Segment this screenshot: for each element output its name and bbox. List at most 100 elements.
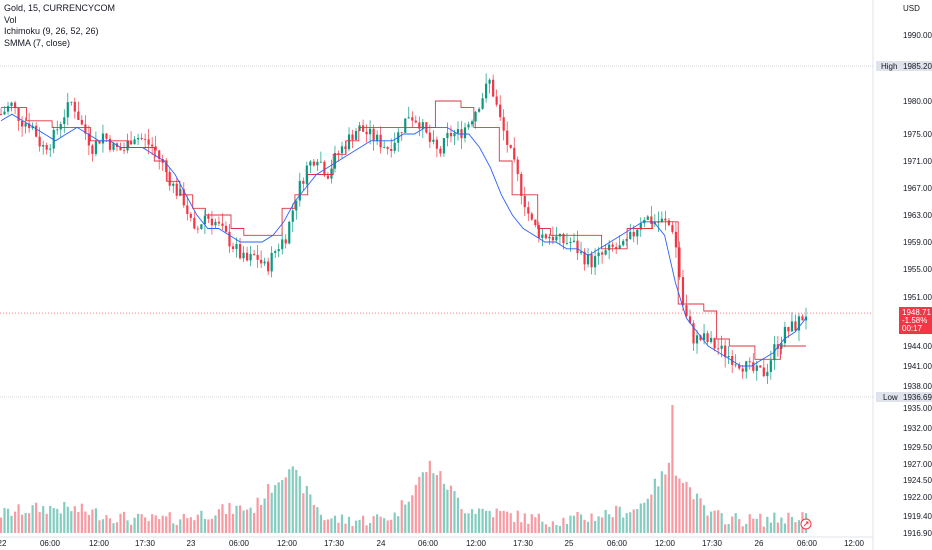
legend-symbol[interactable]: Gold, 15, CURRENCYCOM (4, 3, 116, 13)
candle-body (572, 240, 576, 242)
volume-bar (425, 472, 428, 533)
volume-bar (755, 518, 758, 533)
candle-body (203, 215, 206, 225)
candle-body (727, 355, 730, 358)
volume-bar (63, 501, 66, 533)
volume-bar (165, 516, 168, 533)
time-axis[interactable]: 22 06:00 12:00 17:30 23 06:00 12:00 17:30 24 06:0… (0, 539, 865, 548)
candle-body (485, 83, 488, 99)
candle-body (217, 221, 221, 224)
candle-body (284, 239, 287, 244)
x-tick-label: 17:30 (513, 539, 534, 548)
candle-body (147, 139, 150, 145)
candle-body (456, 129, 460, 134)
candle-body (70, 101, 73, 103)
volume-bar (678, 478, 681, 533)
candle-body (569, 241, 572, 244)
low-tag-value: 1936.69 (903, 393, 932, 402)
volume-bar (319, 514, 322, 533)
candle-body (91, 145, 94, 154)
legend-volume[interactable]: Vol (4, 14, 17, 25)
candle-body (158, 150, 161, 159)
candle-body (639, 223, 642, 230)
candle-body (105, 133, 108, 139)
y-tick-label: 1955.00 (903, 265, 932, 274)
candle-body (214, 221, 217, 226)
candle-body (267, 261, 270, 272)
candle-body (101, 133, 105, 144)
volume-bar (168, 512, 171, 533)
volume-bar (6, 508, 10, 533)
candle-body (442, 138, 446, 154)
volume-bar (274, 485, 277, 533)
price-axis[interactable]: 1990.00 1980.00 1975.00 1971.00 1967.00 1963.… (903, 4, 932, 538)
candle-body (499, 104, 502, 118)
candle-body (80, 119, 83, 125)
volume-bar (56, 508, 59, 533)
candle-body (411, 117, 414, 121)
reset-scale-button[interactable] (800, 518, 812, 530)
candle-body (10, 102, 13, 107)
volume-bar (625, 513, 628, 533)
y-tick-label: 1963.00 (903, 211, 932, 220)
x-tick-label: 17:30 (702, 539, 723, 548)
y-tick-label: 1924.50 (903, 476, 932, 485)
volume-bar (418, 476, 421, 533)
candle-body (298, 180, 301, 201)
legend-ichimoku[interactable]: Ichimoku (9, 26, 52, 26) (4, 26, 99, 36)
volume-bar (664, 474, 667, 533)
candle-body (358, 125, 361, 131)
volume-bar (144, 517, 147, 533)
candle-body (516, 159, 519, 175)
volume-bar (456, 497, 460, 533)
candle-body (274, 251, 277, 253)
candle-body (541, 234, 544, 238)
y-tick-label: 1922.00 (903, 493, 932, 502)
volume-bar (17, 504, 20, 533)
candle-body (593, 256, 597, 268)
candle-body (769, 360, 772, 372)
y-tick-label: 1919.40 (903, 512, 932, 521)
candle-body (390, 148, 393, 151)
volume-bar (267, 484, 270, 533)
volume-bar (790, 517, 794, 533)
volume-bar (446, 489, 449, 533)
candle-body (133, 139, 136, 145)
candle-body (520, 174, 523, 196)
candle-body (263, 261, 266, 264)
candle-body (98, 140, 101, 144)
candle-body (172, 183, 175, 186)
candle-body (537, 225, 540, 238)
volume-bar (376, 514, 379, 533)
volume-bar (537, 513, 540, 533)
volume-bar (572, 515, 576, 533)
volume-bar (709, 511, 713, 533)
candle-body (260, 259, 263, 264)
candle-body (414, 120, 417, 123)
x-tick-label: 12:00 (655, 539, 676, 548)
volume-bar (565, 523, 569, 533)
volume-bar (351, 526, 354, 533)
volume-bar (291, 466, 294, 533)
volume-bar (706, 515, 709, 533)
volume-bar (59, 513, 62, 533)
candle-body (361, 125, 365, 132)
volume-bar (386, 520, 389, 533)
candle-body (305, 165, 308, 184)
volume-bar (379, 516, 382, 533)
volume-bar (31, 505, 34, 533)
candle-body (112, 143, 115, 150)
last-price-tag (899, 307, 932, 335)
volume-bar (52, 508, 55, 533)
volume-bar (470, 509, 474, 533)
candle-body (463, 127, 467, 139)
chart-legend: Gold, 15, CURRENCYCOM Vol Ichimoku (9, 2… (4, 3, 115, 49)
volume-bar (281, 480, 284, 533)
volume-bar (203, 519, 206, 533)
candle-body (801, 316, 804, 321)
last-price-value: 1948.71 (902, 308, 931, 317)
candle-body (330, 168, 333, 179)
legend-smma[interactable]: SMMA (7, close) (4, 37, 71, 48)
candle-body (354, 130, 358, 140)
